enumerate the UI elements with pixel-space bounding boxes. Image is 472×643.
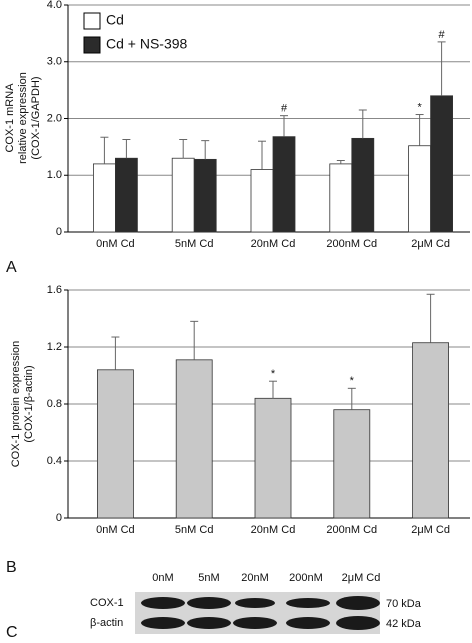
row-label: β-actin [90,617,123,629]
x-tick-label: 2μM Cd [411,524,450,536]
legend-swatch [83,12,101,30]
bar [93,163,116,233]
panel-label: B [6,559,17,576]
legend-label: Cd + NS-398 [106,36,188,52]
band [286,598,330,608]
y-tick-label: 1.2 [47,341,62,353]
significance-mark: * [417,101,422,113]
x-tick-label: 20nM Cd [251,524,296,536]
x-tick-label: 0nM Cd [96,238,135,250]
y-tick-label: 0 [56,226,62,238]
lane-label: 0nM [152,572,173,584]
significance-mark: * [350,375,355,387]
bar [408,145,432,233]
y-tick-label: 3.0 [47,56,62,68]
significance-mark: * [271,368,276,380]
y-axis-title: relative expression [17,72,29,164]
band [187,617,231,629]
bar [430,95,454,233]
bar [193,158,217,233]
legend-swatch [83,36,101,54]
legend-label: Cd [106,12,124,28]
y-tick-label: 4.0 [47,0,62,11]
x-tick-label: 2μM Cd [411,238,450,250]
size-label: 70 kDa [386,598,422,610]
row-label: COX-1 [90,597,124,609]
y-tick-label: 2.0 [47,112,62,124]
bar [272,136,296,233]
x-tick-label: 200nM Cd [326,524,377,536]
band [336,616,380,630]
x-tick-label: 5nM Cd [175,524,214,536]
y-tick-label: 1.0 [47,169,62,181]
y-axis-title: COX-1 mRNA [4,83,16,153]
lane-label: 20nM [241,572,269,584]
band [286,617,330,629]
significance-mark: # [439,29,446,41]
bar [175,359,213,519]
lane-label: 2μM Cd [342,572,381,584]
bar [254,397,292,519]
x-tick-label: 20nM Cd [251,238,296,250]
bar [97,369,134,519]
y-tick-label: 0.8 [47,398,62,410]
y-axis-title: (COX-1/β-actin) [23,365,35,442]
y-axis-title: COX-1 protein expression [10,341,22,468]
bar [250,169,274,233]
bar [115,157,138,233]
bar [412,342,450,519]
y-tick-label: 0 [56,512,62,524]
band [233,617,277,629]
bar [333,409,371,519]
band [235,598,275,608]
x-tick-label: 5nM Cd [175,238,214,250]
panel-label: A [6,259,17,276]
lane-label: 200nM [289,572,323,584]
x-tick-label: 0nM Cd [96,524,135,536]
size-label: 42 kDa [386,618,422,630]
bar [351,137,375,233]
blot-bands [141,596,380,630]
bar [329,163,353,233]
band [141,597,185,609]
panel-label: C [6,624,18,641]
y-tick-label: 0.4 [47,455,62,467]
y-axis-title: (COX-1/GAPDH) [30,76,42,159]
y-tick-label: 1.6 [47,284,62,296]
band [141,617,185,629]
lane-label: 5nM [198,572,219,584]
x-tick-label: 200nM Cd [326,238,377,250]
significance-mark: # [281,103,288,115]
band [336,596,380,610]
band [187,597,231,609]
bar [171,157,195,233]
